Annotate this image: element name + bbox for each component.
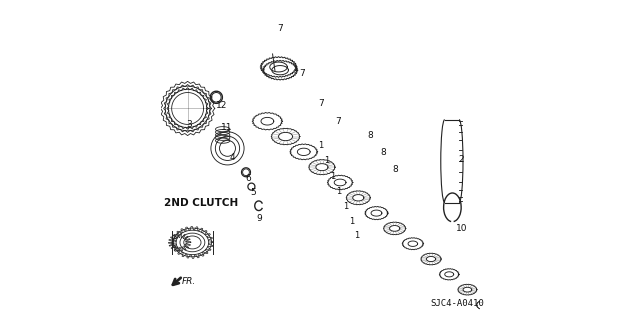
- Text: 8: 8: [367, 131, 373, 140]
- Text: 1: 1: [319, 141, 324, 150]
- Text: 5: 5: [250, 188, 255, 197]
- Text: 6: 6: [245, 174, 251, 183]
- Text: SJC4-A0410: SJC4-A0410: [430, 299, 484, 308]
- Text: 4: 4: [229, 153, 235, 162]
- Text: 1: 1: [330, 172, 335, 181]
- Text: 9: 9: [256, 214, 262, 223]
- Text: 2: 2: [459, 155, 465, 164]
- Text: 1: 1: [355, 231, 360, 240]
- Text: 1: 1: [343, 202, 348, 211]
- Text: 8: 8: [393, 165, 399, 174]
- Text: 11: 11: [221, 123, 232, 132]
- Text: 1: 1: [349, 217, 355, 226]
- Text: 1: 1: [337, 187, 342, 196]
- Text: 12: 12: [216, 101, 228, 110]
- Text: 7: 7: [300, 69, 305, 78]
- Text: 7: 7: [335, 117, 341, 126]
- Text: 8: 8: [380, 148, 386, 157]
- Text: 7: 7: [319, 99, 324, 108]
- Text: 3: 3: [186, 120, 192, 129]
- Text: 2ND CLUTCH: 2ND CLUTCH: [164, 197, 238, 208]
- Text: 10: 10: [456, 224, 467, 233]
- Text: FR.: FR.: [182, 277, 196, 286]
- Text: 1: 1: [324, 156, 329, 165]
- Text: 7: 7: [277, 25, 283, 33]
